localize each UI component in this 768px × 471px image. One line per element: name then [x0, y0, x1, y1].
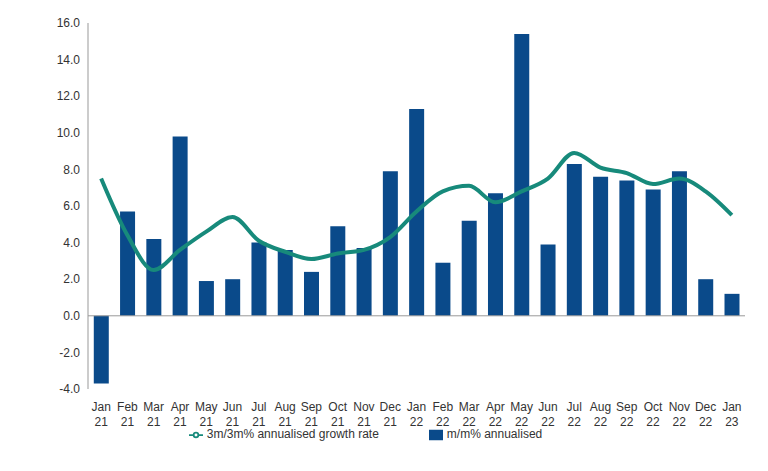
svg-text:Feb21: Feb21	[117, 400, 138, 429]
svg-text:Jul22: Jul22	[567, 400, 582, 429]
svg-text:8.0: 8.0	[63, 163, 80, 177]
svg-text:12.0: 12.0	[57, 89, 81, 103]
svg-text:Oct21: Oct21	[328, 400, 347, 429]
svg-text:Jul21: Jul21	[251, 400, 266, 429]
html-text:m/m% annualised: m/m% annualised	[446, 427, 543, 441]
svg-text:6.0: 6.0	[63, 199, 80, 213]
svg-text:Sep21: Sep21	[301, 400, 323, 429]
svg-text:Apr22: Apr22	[486, 400, 505, 429]
svg-text:Mar21: Mar21	[143, 400, 164, 429]
svg-text:10.0: 10.0	[57, 126, 81, 140]
svg-text:Jan21: Jan21	[91, 400, 110, 429]
svg-text:Aug21: Aug21	[274, 400, 295, 429]
svg-text:0.0: 0.0	[63, 309, 80, 323]
svg-text:Jun21: Jun21	[223, 400, 242, 429]
svg-text:Feb22: Feb22	[432, 400, 453, 429]
svg-text:-2.0: -2.0	[59, 346, 80, 360]
svg-text:-4.0: -4.0	[59, 382, 80, 396]
svg-text:Sep22: Sep22	[616, 400, 638, 429]
svg-text:May21: May21	[195, 400, 218, 429]
svg-text:4.0: 4.0	[63, 236, 80, 250]
svg-text:Dec21: Dec21	[380, 400, 401, 429]
svg-text:Jan23: Jan23	[722, 400, 741, 429]
svg-text:Aug22: Aug22	[590, 400, 611, 429]
svg-text:Nov22: Nov22	[669, 400, 690, 429]
svg-text:Dec22: Dec22	[695, 400, 716, 429]
svg-text:16.0: 16.0	[57, 16, 81, 30]
svg-text:Nov21: Nov21	[353, 400, 374, 429]
svg-text:2.0: 2.0	[63, 272, 80, 286]
svg-text:May22: May22	[510, 400, 533, 429]
svg-text:Mar22: Mar22	[459, 400, 480, 429]
svg-text:Jun22: Jun22	[538, 400, 557, 429]
svg-text:Jan22: Jan22	[407, 400, 426, 429]
html-text:3m/3m% annualised growth rate: 3m/3m% annualised growth rate	[206, 427, 379, 441]
svg-text:Apr21: Apr21	[171, 400, 190, 429]
svg-text:14.0: 14.0	[57, 53, 81, 67]
svg-text:Oct22: Oct22	[644, 400, 663, 429]
